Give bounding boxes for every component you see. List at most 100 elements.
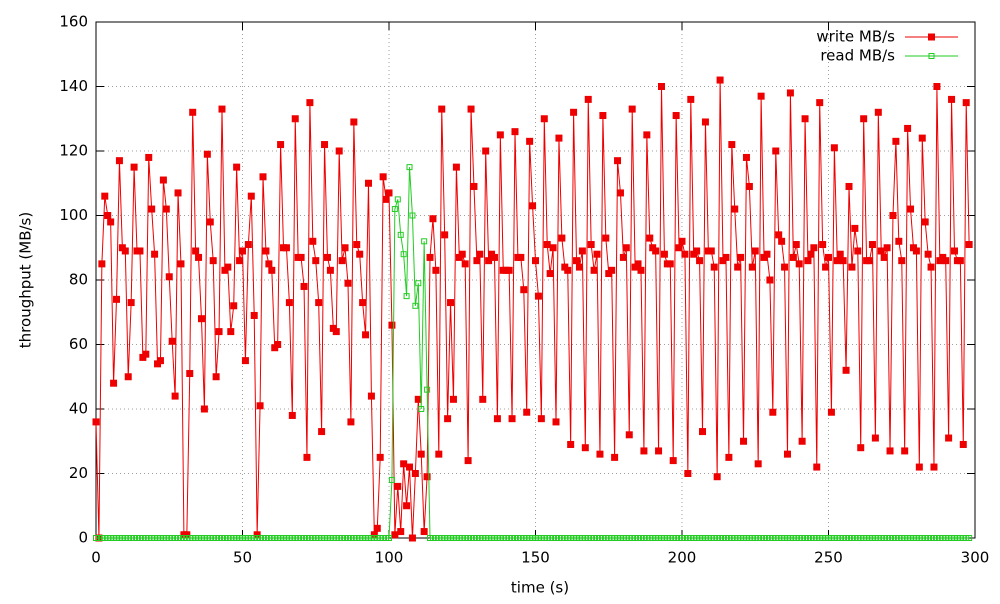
point	[98, 260, 106, 268]
point	[740, 437, 748, 445]
point	[669, 457, 677, 465]
point	[874, 108, 882, 116]
point	[918, 134, 926, 142]
point	[438, 105, 446, 113]
point	[224, 263, 232, 271]
point	[754, 460, 762, 468]
point	[400, 460, 408, 468]
point	[567, 440, 575, 448]
point	[162, 205, 170, 213]
point	[930, 463, 938, 471]
point	[927, 263, 935, 271]
point	[637, 266, 645, 274]
point	[652, 247, 660, 255]
point	[274, 341, 282, 348]
point	[933, 83, 941, 90]
point	[622, 244, 630, 252]
point	[839, 257, 847, 265]
point	[666, 260, 674, 268]
point	[414, 395, 422, 403]
point	[239, 247, 246, 255]
point	[318, 428, 326, 436]
point	[807, 250, 815, 258]
point	[177, 260, 185, 268]
point	[403, 293, 410, 300]
point	[174, 189, 182, 197]
point	[403, 502, 411, 510]
point	[912, 247, 920, 255]
point	[655, 447, 663, 455]
point	[816, 99, 824, 107]
point	[309, 237, 317, 245]
point	[684, 470, 692, 477]
x-tick-label: 0	[91, 549, 101, 567]
point	[825, 253, 832, 261]
point	[751, 247, 759, 255]
point	[458, 250, 466, 258]
point	[564, 266, 572, 274]
point	[464, 457, 472, 465]
point	[423, 473, 431, 481]
point	[107, 218, 115, 226]
point	[493, 415, 501, 423]
point	[966, 535, 973, 541]
point	[898, 257, 906, 265]
point	[965, 241, 973, 249]
point	[783, 450, 791, 458]
point	[113, 295, 121, 303]
point	[737, 253, 745, 261]
point	[397, 528, 405, 536]
point	[473, 257, 481, 265]
point	[602, 234, 610, 242]
point	[789, 253, 797, 261]
point	[136, 247, 144, 255]
point	[871, 434, 879, 442]
point	[394, 482, 402, 490]
point	[151, 250, 159, 258]
point	[801, 115, 809, 123]
point	[321, 141, 329, 149]
point	[804, 257, 812, 265]
legend-marker	[928, 53, 935, 59]
point	[482, 147, 490, 155]
point	[332, 328, 340, 336]
point	[417, 450, 425, 458]
point	[584, 95, 592, 103]
point	[534, 292, 542, 300]
point	[409, 212, 416, 219]
point	[306, 99, 314, 107]
point	[625, 431, 633, 439]
point	[429, 215, 437, 223]
point	[441, 231, 449, 239]
point	[731, 205, 739, 213]
point	[197, 315, 205, 323]
point	[233, 163, 241, 171]
point	[578, 247, 586, 255]
point	[643, 131, 651, 139]
point	[532, 257, 539, 265]
point	[470, 182, 478, 190]
point	[699, 428, 707, 436]
point	[851, 224, 859, 232]
point	[142, 350, 150, 358]
point	[288, 411, 296, 419]
point	[406, 164, 413, 171]
point	[722, 253, 730, 261]
point	[725, 453, 733, 461]
point	[634, 260, 642, 268]
point	[707, 247, 715, 255]
point	[388, 476, 395, 483]
point	[121, 247, 129, 255]
point	[792, 241, 800, 249]
y-tick-label: 120	[59, 142, 88, 160]
point	[467, 105, 475, 113]
point	[268, 266, 276, 274]
point	[942, 257, 950, 265]
x-tick-label: 100	[375, 549, 404, 567]
point	[734, 263, 742, 271]
point	[880, 253, 888, 261]
point	[262, 247, 270, 255]
point	[616, 189, 624, 197]
point	[517, 253, 525, 261]
